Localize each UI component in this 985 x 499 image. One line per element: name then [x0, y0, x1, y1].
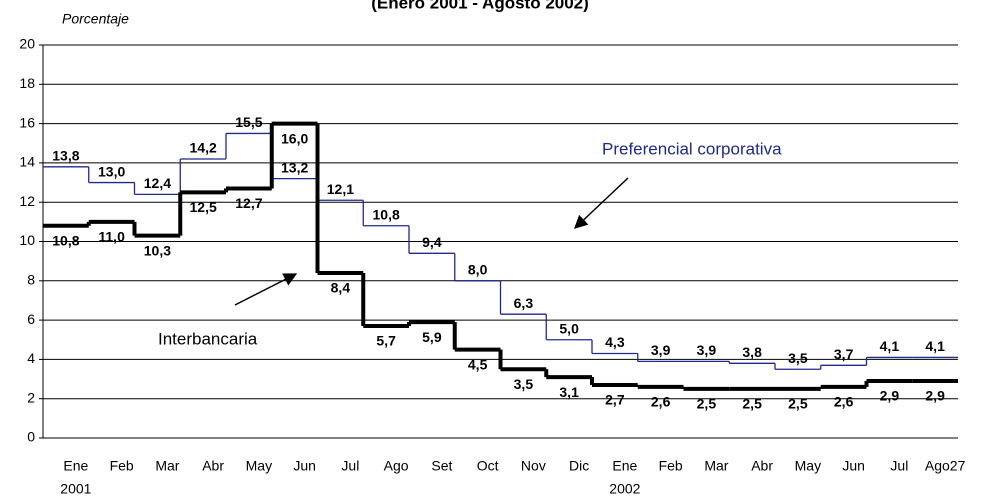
data-label: 5,9 [422, 329, 442, 345]
data-label: 2,6 [834, 394, 854, 410]
y-tick-label: 0 [27, 429, 35, 445]
data-label: 12,4 [144, 175, 171, 191]
x-tick-label: Ene [612, 458, 637, 474]
x-tick-label: Oct [477, 458, 499, 474]
y-tick-label: 4 [27, 350, 35, 366]
data-label: 5,0 [559, 320, 579, 336]
data-label: 3,5 [514, 376, 534, 392]
y-tick-label: 12 [19, 193, 35, 209]
x-tick-label: Jul [890, 458, 908, 474]
data-label: 12,7 [235, 195, 262, 211]
data-label: 14,2 [190, 140, 217, 156]
x-tick-label: Ago27 [925, 458, 966, 474]
data-label: 9,4 [422, 234, 442, 250]
y-tick-label: 14 [19, 154, 35, 170]
data-label: 4,3 [605, 334, 625, 350]
x-tick-label: Abr [751, 458, 773, 474]
data-label: 6,3 [514, 295, 534, 311]
data-label: 2,5 [788, 396, 808, 412]
data-label: 10,8 [52, 232, 79, 248]
arrow [574, 177, 629, 229]
series-label: Interbancaria [158, 329, 258, 348]
year-label: 2001 [60, 481, 91, 497]
x-tick-label: Jun [293, 458, 316, 474]
arrow [234, 273, 298, 306]
y-tick-label: 16 [19, 114, 35, 130]
data-label: 3,8 [742, 344, 762, 360]
x-tick-label: Mar [155, 458, 179, 474]
data-label: 12,1 [327, 181, 354, 197]
year-label: 2002 [609, 481, 640, 497]
data-label: 12,5 [190, 199, 217, 215]
y-tick-label: 6 [27, 311, 35, 327]
data-label: 10,8 [373, 206, 400, 222]
data-label: 5,7 [376, 333, 396, 349]
series-label: Preferencial corporativa [602, 139, 782, 158]
data-label: 11,0 [98, 229, 125, 245]
x-tick-label: Abr [202, 458, 224, 474]
data-label: 3,1 [559, 384, 579, 400]
data-label: 15,5 [235, 114, 262, 130]
data-label: 8,4 [331, 280, 351, 296]
x-tick-label: Feb [659, 458, 683, 474]
x-tick-label: Jul [341, 458, 359, 474]
x-tick-label: Ago [384, 458, 409, 474]
data-label: 4,1 [880, 338, 900, 354]
x-tick-label: Jun [842, 458, 865, 474]
data-label: 8,0 [468, 262, 488, 278]
y-tick-label: 20 [19, 36, 35, 52]
x-tick-label: May [795, 458, 821, 474]
data-label: 2,9 [880, 388, 900, 404]
x-tick-label: May [246, 458, 272, 474]
y-axis-label: Porcentaje [62, 11, 129, 27]
data-label: 3,7 [834, 346, 854, 362]
data-label: 10,3 [144, 242, 171, 258]
data-label: 13,8 [52, 148, 79, 164]
data-label: 2,7 [605, 392, 625, 408]
x-tick-label: Ene [63, 458, 88, 474]
data-label: 13,0 [98, 163, 125, 179]
data-label: 2,5 [742, 396, 762, 412]
y-tick-label: 8 [27, 272, 35, 288]
x-tick-label: Set [431, 458, 452, 474]
data-label: 4,5 [468, 356, 488, 372]
data-label: 4,1 [925, 338, 945, 354]
data-label: 3,5 [788, 350, 808, 366]
x-tick-label: Feb [110, 458, 134, 474]
y-tick-label: 18 [19, 75, 35, 91]
data-label: 2,6 [651, 394, 671, 410]
data-label: 2,9 [925, 388, 945, 404]
x-tick-label: Dic [569, 458, 589, 474]
data-label: 13,2 [281, 159, 308, 175]
chart-title: (Enero 2001 - Agosto 2002) [371, 0, 589, 12]
data-label: 3,9 [697, 342, 717, 358]
data-label: 16,0 [281, 130, 308, 146]
data-label: 3,9 [651, 342, 671, 358]
x-tick-label: Mar [704, 458, 728, 474]
data-label: 2,5 [697, 396, 717, 412]
x-tick-label: Nov [521, 458, 546, 474]
y-tick-label: 2 [27, 389, 35, 405]
y-tick-label: 10 [19, 232, 35, 248]
